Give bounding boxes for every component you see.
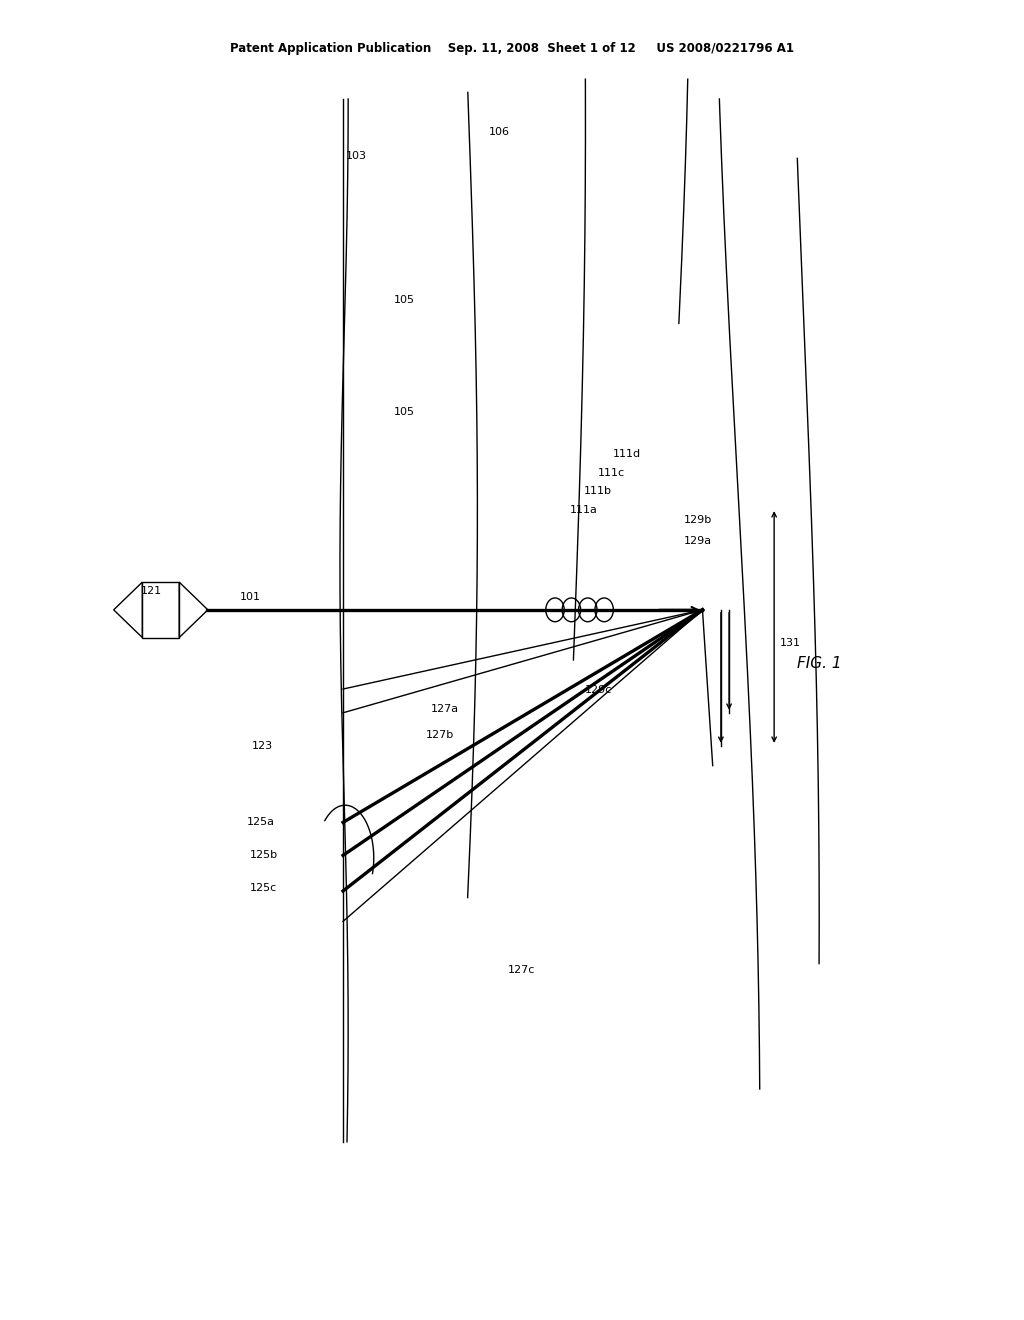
Text: FIG. 1: FIG. 1 [797,656,842,672]
Text: 127b: 127b [425,730,454,741]
Text: 129b: 129b [684,515,713,525]
Text: 127a: 127a [431,704,459,714]
Text: 103: 103 [346,150,367,161]
Text: 125c: 125c [250,883,278,894]
Text: 111d: 111d [612,449,640,459]
Text: 105: 105 [394,294,415,305]
Text: 121: 121 [140,586,162,597]
Text: 131: 131 [780,638,802,648]
Text: 111c: 111c [598,467,625,478]
Text: 129c: 129c [585,685,612,696]
Text: 106: 106 [489,127,510,137]
Text: 129a: 129a [684,536,712,546]
Text: 105: 105 [394,407,415,417]
Text: 123: 123 [252,741,273,751]
Text: 111a: 111a [569,504,597,515]
Text: 101: 101 [240,591,261,602]
Text: 111b: 111b [584,486,611,496]
Bar [142,582,179,638]
Text: 127c: 127c [508,965,536,975]
Text: 125b: 125b [250,850,278,861]
Text: 125a: 125a [247,817,274,828]
Text: Patent Application Publication    Sep. 11, 2008  Sheet 1 of 12     US 2008/02217: Patent Application Publication Sep. 11, … [230,42,794,55]
